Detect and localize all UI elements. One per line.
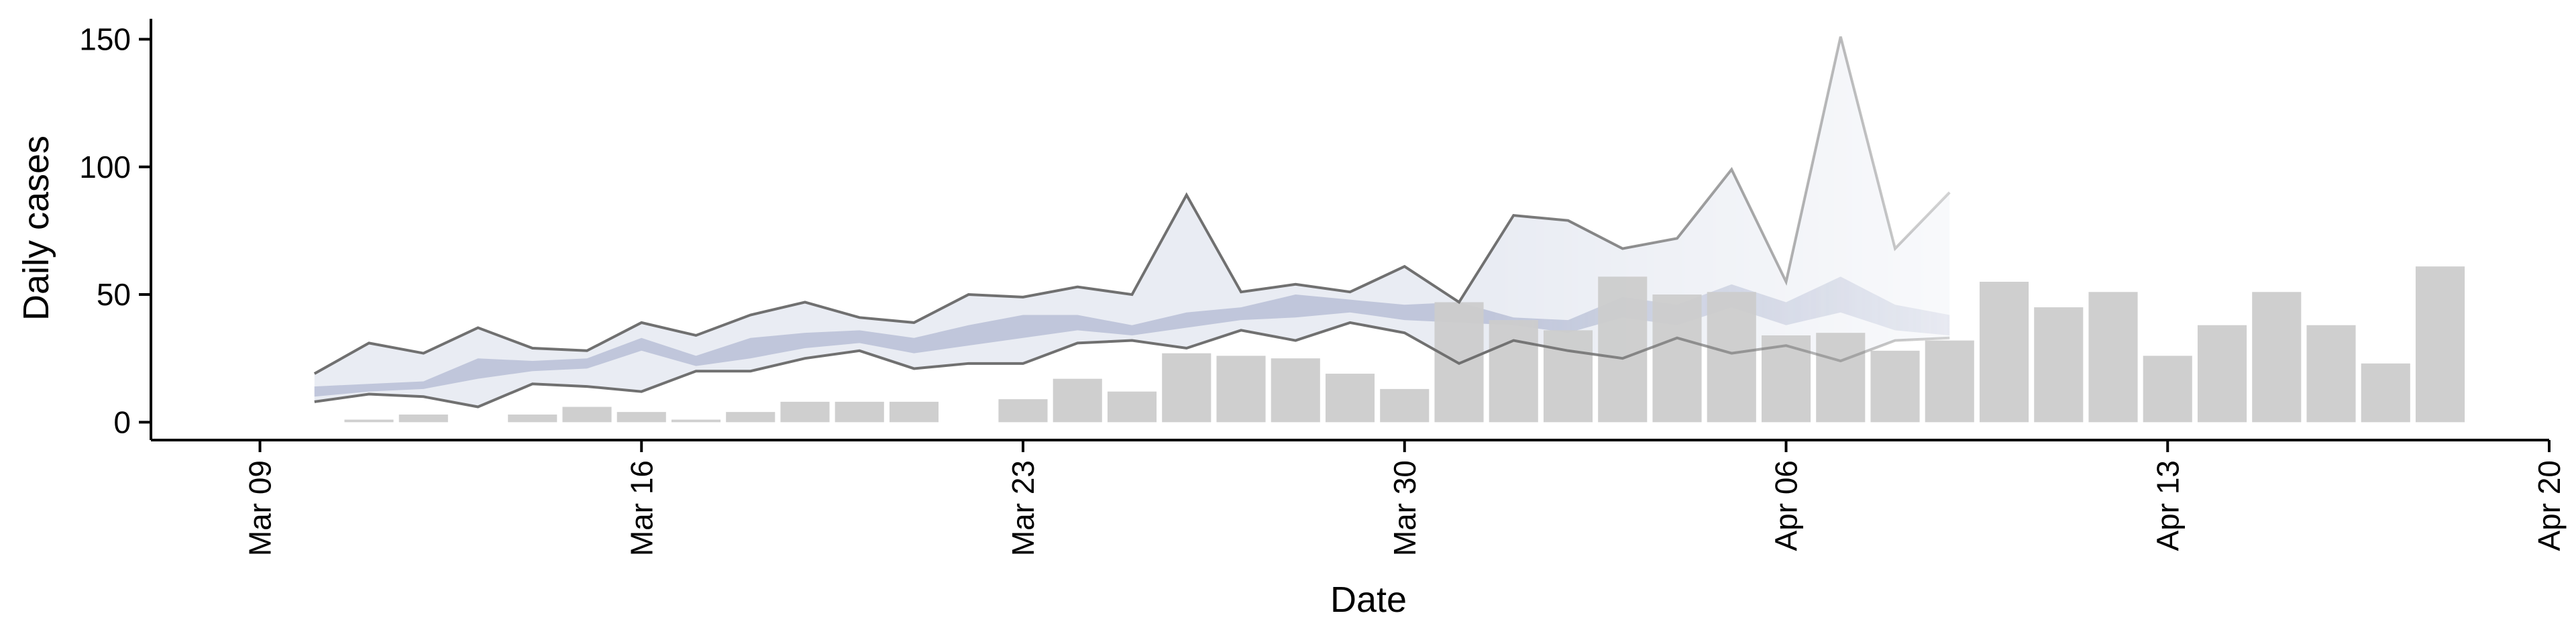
bar bbox=[562, 407, 612, 423]
bar bbox=[1107, 391, 1157, 423]
bar bbox=[726, 412, 775, 423]
bar bbox=[1162, 353, 1212, 423]
outer-band-layer bbox=[314, 36, 1950, 407]
bar bbox=[344, 419, 394, 423]
x-tick-label: Mar 09 bbox=[243, 460, 278, 556]
band-lines-layer bbox=[313, 36, 1951, 409]
bar bbox=[780, 401, 830, 423]
bar bbox=[1543, 330, 1593, 423]
x-tick-label: Mar 23 bbox=[1006, 460, 1040, 556]
bars-layer bbox=[344, 266, 2465, 423]
bar bbox=[1652, 294, 1702, 423]
x-axis-title: Date bbox=[1330, 580, 1407, 620]
bar bbox=[835, 401, 884, 423]
y-tick-label: 50 bbox=[97, 277, 131, 312]
bar bbox=[1598, 276, 1648, 423]
bar bbox=[1816, 333, 1866, 423]
bar bbox=[2252, 292, 2302, 423]
y-tick-label: 150 bbox=[79, 21, 131, 56]
y-tick-label: 100 bbox=[79, 150, 131, 184]
bar bbox=[1271, 358, 1320, 423]
bar bbox=[2361, 363, 2410, 423]
x-ticks: Mar 09 Mar 16 Mar 23 Mar 30 Apr 06 Apr 13 Apr … bbox=[243, 440, 2567, 556]
x-tick-label: Mar 30 bbox=[1387, 460, 1422, 556]
bar bbox=[2143, 356, 2192, 423]
x-tick-label: Mar 16 bbox=[624, 460, 659, 556]
bar bbox=[2088, 292, 2138, 423]
bar bbox=[998, 399, 1048, 423]
x-tick-label: Apr 20 bbox=[2532, 460, 2567, 551]
bar bbox=[889, 401, 939, 423]
bar bbox=[616, 412, 666, 423]
x-tick-label: Apr 13 bbox=[2150, 460, 2185, 551]
bar bbox=[1053, 378, 1102, 423]
bar bbox=[1707, 292, 1756, 423]
bar bbox=[1380, 388, 1430, 423]
bar bbox=[1489, 320, 1538, 423]
outer-band-area bbox=[314, 36, 1950, 407]
y-tick-label: 0 bbox=[113, 405, 131, 439]
bar bbox=[1870, 350, 1920, 423]
x-tick-label: Apr 06 bbox=[1769, 460, 1804, 551]
bar bbox=[1216, 356, 1266, 423]
bar bbox=[398, 414, 448, 423]
bar bbox=[2306, 325, 2356, 423]
bar bbox=[1325, 374, 1375, 423]
bar bbox=[2415, 266, 2465, 423]
outer-band-lower-line bbox=[314, 321, 1950, 409]
bar bbox=[1979, 282, 2029, 423]
bar bbox=[2034, 307, 2084, 423]
bar bbox=[671, 419, 721, 423]
bar bbox=[508, 414, 557, 423]
y-axis-title: Daily cases bbox=[16, 136, 56, 321]
outer-band-upper-line bbox=[313, 36, 1951, 375]
bar bbox=[1925, 340, 1974, 423]
bar bbox=[2197, 325, 2247, 423]
y-ticks: 0 50 100 150 bbox=[79, 21, 151, 439]
